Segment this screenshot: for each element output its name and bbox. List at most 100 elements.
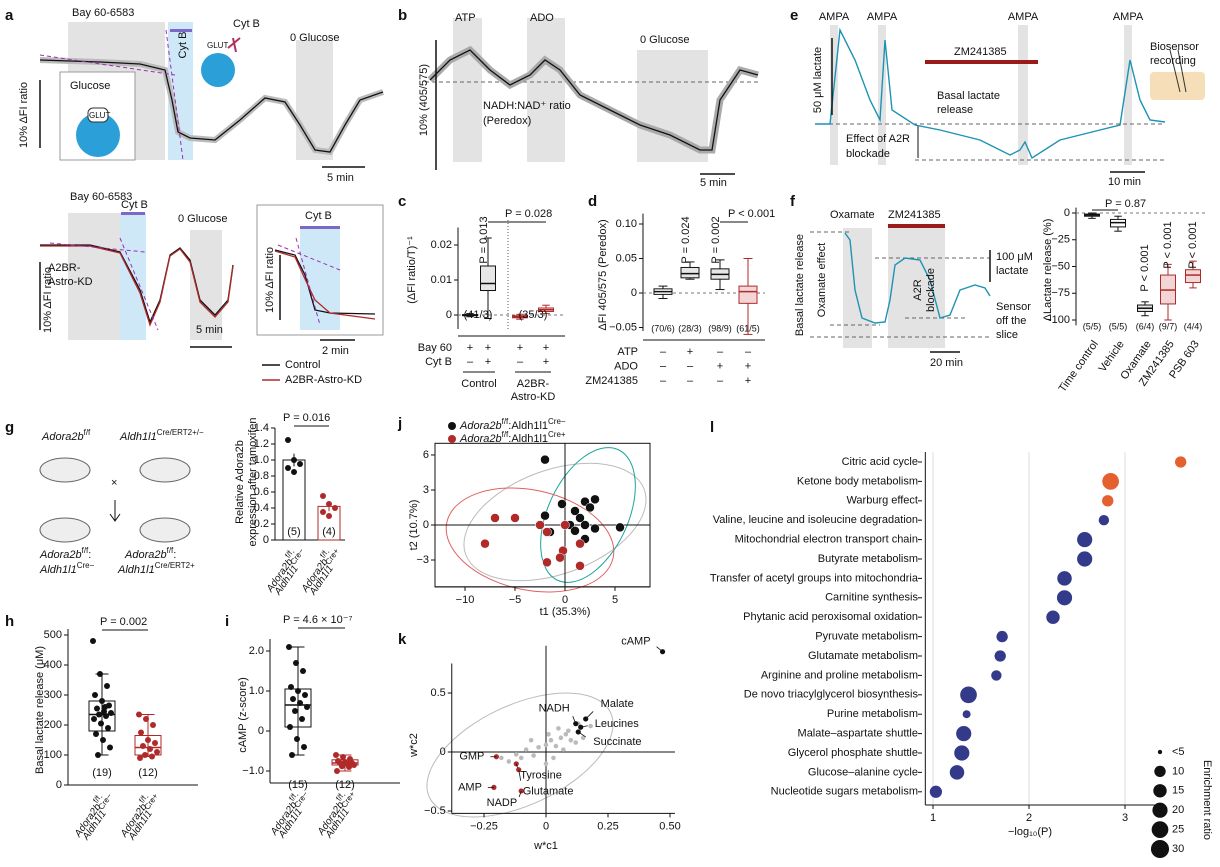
label: (98/9) bbox=[708, 323, 732, 333]
label: AMPA bbox=[1113, 11, 1144, 23]
text-part: Adora2b bbox=[459, 433, 502, 445]
x-tick-label: −5 bbox=[509, 594, 522, 606]
label: (19) bbox=[92, 767, 112, 779]
label: P = 0.016 bbox=[283, 412, 330, 424]
legend-marker bbox=[448, 422, 456, 430]
electrode bbox=[1169, 49, 1187, 93]
point bbox=[580, 735, 586, 741]
mouse bbox=[39, 457, 91, 483]
label: t1 (35.3%) bbox=[540, 606, 591, 618]
label: 0 Glucose bbox=[290, 32, 340, 44]
point bbox=[290, 696, 296, 702]
x-tick-label: Time control bbox=[1057, 339, 1101, 395]
label: (9/7) bbox=[1159, 321, 1178, 331]
label: Aldh1l1Cre/ERT2+/− bbox=[119, 428, 204, 443]
label: ADO bbox=[614, 360, 638, 372]
text-part: Aldh1l1 bbox=[117, 564, 155, 576]
point-label: Succinate bbox=[593, 736, 641, 748]
label: (5/5) bbox=[1083, 321, 1102, 331]
superscript: f/f bbox=[287, 791, 299, 802]
label: ΔLactate release (%) bbox=[1042, 219, 1054, 322]
superscript: f/f bbox=[91, 793, 103, 804]
point bbox=[136, 711, 142, 718]
point bbox=[138, 729, 144, 736]
point bbox=[575, 513, 585, 523]
label: (5/5) bbox=[1109, 321, 1128, 331]
bar bbox=[121, 212, 145, 215]
category-label: Arginine and proline metabolism bbox=[761, 669, 918, 681]
label: 20 min bbox=[930, 357, 963, 369]
label: 2 min bbox=[322, 345, 349, 357]
point bbox=[332, 505, 338, 511]
label: Basal lactate release bbox=[794, 234, 806, 336]
box bbox=[1185, 269, 1201, 284]
y-tick-label: 400 bbox=[44, 659, 62, 671]
label: AMPA bbox=[819, 11, 850, 23]
label: P < 0.001 bbox=[728, 208, 775, 220]
label: + bbox=[745, 360, 751, 372]
dot bbox=[1046, 610, 1060, 624]
label: blockade bbox=[846, 148, 890, 160]
label: – bbox=[467, 356, 474, 368]
superscript: f/f bbox=[84, 428, 91, 437]
point bbox=[340, 754, 346, 760]
point bbox=[150, 722, 156, 728]
point bbox=[295, 688, 301, 694]
label: + bbox=[485, 356, 491, 368]
label: Effect of A2R bbox=[846, 133, 910, 145]
point bbox=[97, 671, 103, 677]
point-label: NADP bbox=[487, 797, 518, 809]
x-tick-label: 3 bbox=[1122, 812, 1128, 824]
point bbox=[154, 749, 160, 755]
label: t2 (10.7%) bbox=[408, 500, 420, 551]
panel-label: e bbox=[790, 7, 798, 24]
label: release bbox=[937, 104, 973, 116]
y-tick-label: 100 bbox=[44, 749, 62, 761]
dot bbox=[1056, 590, 1073, 606]
point bbox=[531, 753, 536, 758]
label: ATP bbox=[455, 12, 476, 24]
y-tick-label: 1.2 bbox=[254, 438, 269, 450]
point bbox=[563, 732, 569, 737]
y-tick-label: 0.01 bbox=[431, 274, 452, 286]
point bbox=[137, 755, 143, 761]
category-label: Transfer of acetyl groups into mitochond… bbox=[710, 572, 919, 584]
point bbox=[339, 763, 345, 770]
point bbox=[300, 668, 306, 674]
label: P < 0.001 bbox=[1139, 244, 1151, 291]
point bbox=[590, 523, 600, 534]
label: AMPA bbox=[1008, 11, 1039, 23]
legend-marker bbox=[1151, 821, 1169, 838]
point bbox=[543, 761, 549, 767]
mice bbox=[39, 457, 191, 543]
cell bbox=[76, 113, 120, 157]
label: Biosensor bbox=[1150, 41, 1199, 53]
point bbox=[285, 437, 291, 443]
mouse bbox=[139, 457, 191, 483]
label: 100 μM bbox=[996, 251, 1033, 263]
y-tick-label: 200 bbox=[44, 719, 62, 731]
point bbox=[149, 753, 155, 760]
legend-label: 20 bbox=[1172, 804, 1184, 816]
leader bbox=[518, 790, 522, 798]
point-label: Malate bbox=[601, 698, 634, 710]
y-tick-label: 2.0 bbox=[249, 645, 264, 657]
legend-marker bbox=[1152, 802, 1168, 818]
point bbox=[351, 762, 357, 768]
point bbox=[590, 494, 600, 505]
y-tick-label: 300 bbox=[44, 689, 62, 701]
legend-label: 15 bbox=[1172, 785, 1184, 797]
point bbox=[108, 710, 114, 716]
y-tick-label: −0.05 bbox=[609, 321, 637, 333]
point bbox=[95, 752, 101, 758]
label: (15) bbox=[288, 779, 308, 791]
point bbox=[299, 716, 305, 722]
point bbox=[152, 740, 158, 746]
point bbox=[528, 737, 534, 743]
label: Aldh1l1Cre/ERT2+ bbox=[117, 561, 195, 576]
box bbox=[738, 285, 758, 304]
y-tick-label: 0 bbox=[258, 725, 264, 737]
label: P = 0.024 bbox=[680, 216, 692, 263]
label: Oxamate effect bbox=[816, 243, 828, 317]
point bbox=[98, 720, 104, 727]
